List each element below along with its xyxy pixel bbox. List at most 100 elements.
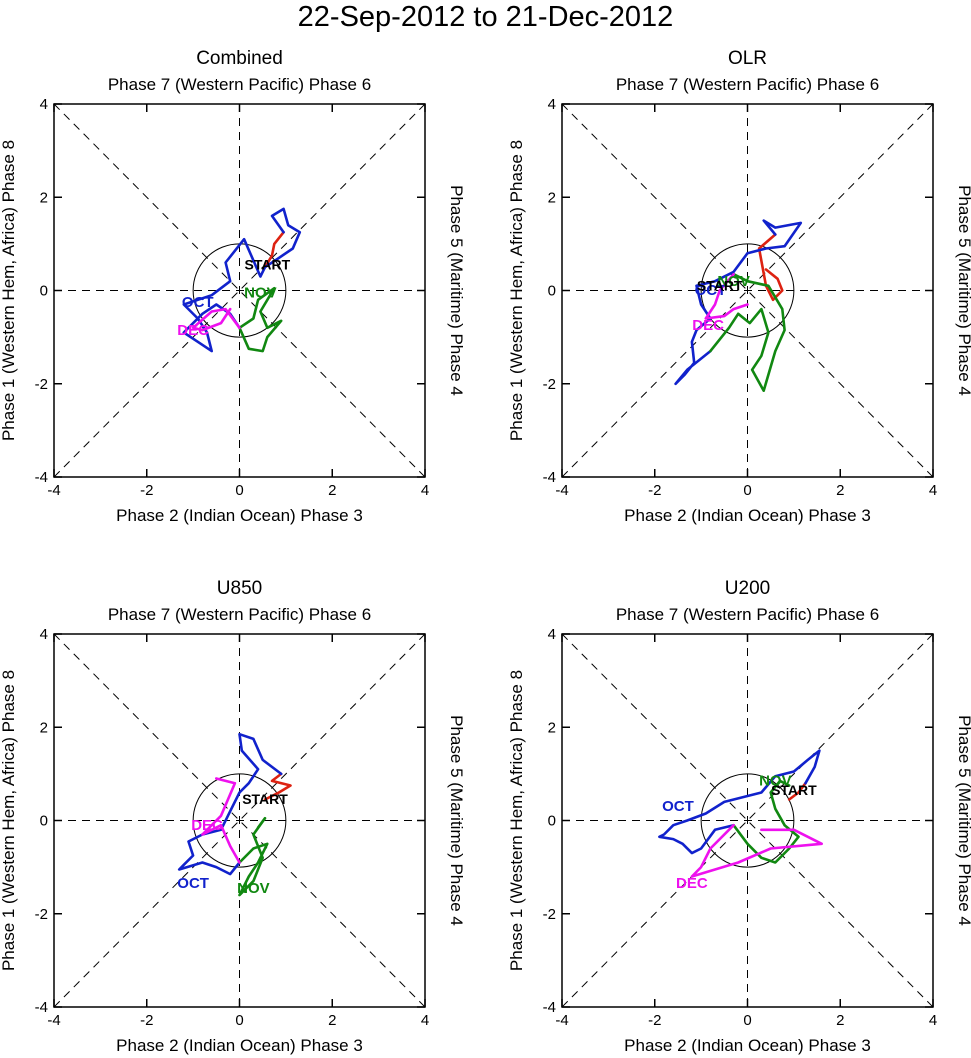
u200-series-dec — [690, 823, 824, 878]
olr-month-label-oct: OCT — [695, 282, 727, 299]
u200-xtick-label: -4 — [555, 1012, 568, 1029]
u200-left-label: Phase 1 (Western Hem, Africa) Phase 8 — [507, 670, 526, 971]
olr-unit-circle — [700, 243, 795, 338]
olr-ytick-label: -4 — [543, 469, 556, 486]
combined-xtick-label: 0 — [235, 482, 243, 499]
combined-left-label: Phase 1 (Western Hem, Africa) Phase 8 — [0, 140, 18, 441]
u200-right-label: Phase 5 (Maritime) Phase 4 — [955, 715, 971, 926]
combined-right-label: Phase 5 (Maritime) Phase 4 — [447, 185, 466, 396]
olr-xtick-label: -2 — [648, 482, 661, 499]
combined-series-nov — [238, 286, 283, 353]
combined-diagonal-2 — [53, 103, 426, 478]
combined-ytick-label: 0 — [40, 283, 48, 300]
combined-xtick-label: -2 — [140, 482, 153, 499]
olr-start-label: START — [697, 278, 743, 294]
u850-series-nov — [238, 816, 269, 897]
combined-month-label-dec: DEC — [177, 322, 209, 339]
u850-unit-circle — [192, 773, 287, 868]
u850-xtick-label: -2 — [140, 1012, 153, 1029]
u200-xtick-label: 2 — [836, 1012, 844, 1029]
u200-month-label-dec: DEC — [676, 875, 708, 892]
combined-xtick-label: -4 — [47, 482, 60, 499]
olr-left-label: Phase 1 (Western Hem, Africa) Phase 8 — [507, 140, 526, 441]
combined-start-label: START — [245, 257, 291, 273]
combined-ytick-label: 2 — [40, 189, 48, 206]
combined-ytick-label: 4 — [40, 96, 48, 113]
u850-month-label-dec: DEC — [191, 817, 223, 834]
olr-bottom-label: Phase 2 (Indian Ocean) Phase 3 — [624, 506, 871, 525]
combined-series-sep — [263, 230, 285, 269]
figure-title: 22-Sep-2012 to 21-Dec-2012 — [297, 1, 674, 33]
u200-xtick-label: 4 — [929, 1012, 937, 1029]
u850-month-label-nov: NOV — [237, 880, 270, 897]
combined-panel: -4 -2 0 2 4 -4 -2 0 2 4 Combined Phase 7 (Western P… — [0, 48, 466, 525]
u200-series-sep — [787, 781, 807, 801]
combined-diagonal-1 — [53, 103, 426, 478]
u200-ytick-label: -4 — [543, 999, 556, 1016]
u850-ytick-label: -4 — [35, 999, 48, 1016]
u200-diagonal-2 — [561, 633, 934, 1008]
u200-ytick-label: 2 — [548, 719, 556, 736]
u200-month-label-nov: NOV — [759, 773, 792, 790]
olr-xtick-label: -4 — [555, 482, 568, 499]
u850-ytick-label: -2 — [35, 906, 48, 923]
olr-series-oct — [674, 219, 803, 386]
u200-top-label: Phase 7 (Western Pacific) Phase 6 — [616, 605, 879, 624]
olr-ytick-label: 0 — [548, 283, 556, 300]
u200-ytick-label: 0 — [548, 813, 556, 830]
olr-right-label: Phase 5 (Maritime) Phase 4 — [955, 185, 971, 396]
combined-month-label-nov: NOV — [244, 284, 277, 301]
u850-panel: -4 -2 0 2 4 -4 -2 0 2 4 U850 Phase 7 (Western Pacif… — [0, 578, 466, 1055]
u850-ytick-label: 2 — [40, 719, 48, 736]
u850-left-label: Phase 1 (Western Hem, Africa) Phase 8 — [0, 670, 18, 971]
olr-month-label-dec: DEC — [692, 317, 724, 334]
u850-diagonal-2 — [53, 633, 426, 1008]
u200-series-oct — [658, 749, 821, 855]
combined-series-oct — [182, 207, 302, 353]
combined-panel-title: Combined — [196, 48, 283, 69]
u850-series-oct — [177, 732, 283, 876]
combined-xtick-label: 2 — [328, 482, 336, 499]
u850-series-dec — [201, 777, 241, 864]
olr-diagonal-1 — [561, 103, 934, 478]
combined-bottom-label: Phase 2 (Indian Ocean) Phase 3 — [116, 506, 363, 525]
olr-ytick-label: 4 — [548, 96, 556, 113]
combined-series-dec — [191, 307, 241, 332]
combined-ytick-label: -2 — [35, 376, 48, 393]
u200-panel: -4 -2 0 2 4 -4 -2 0 2 4 U200 Phase 7 (Western Pacif… — [507, 578, 971, 1055]
olr-ytick-label: -2 — [543, 376, 556, 393]
olr-panel-title: OLR — [728, 48, 767, 69]
u850-xtick-label: 0 — [235, 1012, 243, 1029]
u850-ytick-label: 4 — [40, 626, 48, 643]
u850-bottom-label: Phase 2 (Indian Ocean) Phase 3 — [116, 1036, 363, 1055]
u850-panel-title: U850 — [217, 578, 262, 599]
u850-xtick-label: 4 — [421, 1012, 429, 1029]
u200-xtick-label: 0 — [743, 1012, 751, 1029]
u850-month-label-oct: OCT — [177, 875, 209, 892]
u200-xtick-label: -2 — [648, 1012, 661, 1029]
olr-top-label: Phase 7 (Western Pacific) Phase 6 — [616, 75, 879, 94]
u850-right-label: Phase 5 (Maritime) Phase 4 — [447, 715, 466, 926]
u850-xtick-label: -4 — [47, 1012, 60, 1029]
olr-xtick-label: 2 — [836, 482, 844, 499]
u850-series-sep — [263, 772, 292, 801]
olr-series-dec — [704, 272, 749, 320]
u850-top-label: Phase 7 (Western Pacific) Phase 6 — [108, 605, 371, 624]
u200-ytick-label: -2 — [543, 906, 556, 923]
olr-xtick-label: 4 — [929, 482, 937, 499]
combined-top-label: Phase 7 (Western Pacific) Phase 6 — [108, 75, 371, 94]
u200-panel-title: U200 — [725, 578, 770, 599]
olr-ytick-label: 2 — [548, 189, 556, 206]
u200-start-label: START — [771, 782, 817, 798]
u200-month-label-oct: OCT — [662, 798, 694, 815]
u850-start-label: START — [242, 791, 288, 807]
olr-panel: -4 -2 0 2 4 -4 -2 0 2 4 OLR Phase 7 (Western Pacifi… — [507, 48, 971, 525]
u200-unit-circle — [700, 773, 795, 868]
u200-diagonal-1 — [561, 633, 934, 1008]
u200-ytick-label: 4 — [548, 626, 556, 643]
combined-month-label-oct: OCT — [182, 294, 214, 311]
olr-diagonal-2 — [561, 103, 934, 478]
u850-ytick-label: 0 — [40, 813, 48, 830]
